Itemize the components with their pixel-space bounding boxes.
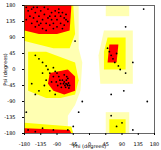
svg-text:-90: -90 [53,141,61,147]
svg-text:Psi (degrees): Psi (degrees) [2,53,9,86]
svg-text:180: 180 [150,141,160,147]
svg-text:-135: -135 [4,114,15,120]
svg-text:180: 180 [6,2,16,8]
svg-text:-180: -180 [19,141,30,147]
svg-text:0: 0 [12,66,15,72]
svg-text:-45: -45 [7,82,15,88]
svg-text:90: 90 [9,34,15,40]
svg-text:135: 135 [133,141,143,147]
svg-text:-135: -135 [35,141,46,147]
svg-text:Phi (degrees): Phi (degrees) [73,143,106,150]
svg-text:135: 135 [6,18,16,24]
svg-text:45: 45 [9,50,15,56]
svg-text:90: 90 [119,141,125,147]
svg-text:-90: -90 [7,98,15,104]
svg-text:-180: -180 [4,130,15,136]
